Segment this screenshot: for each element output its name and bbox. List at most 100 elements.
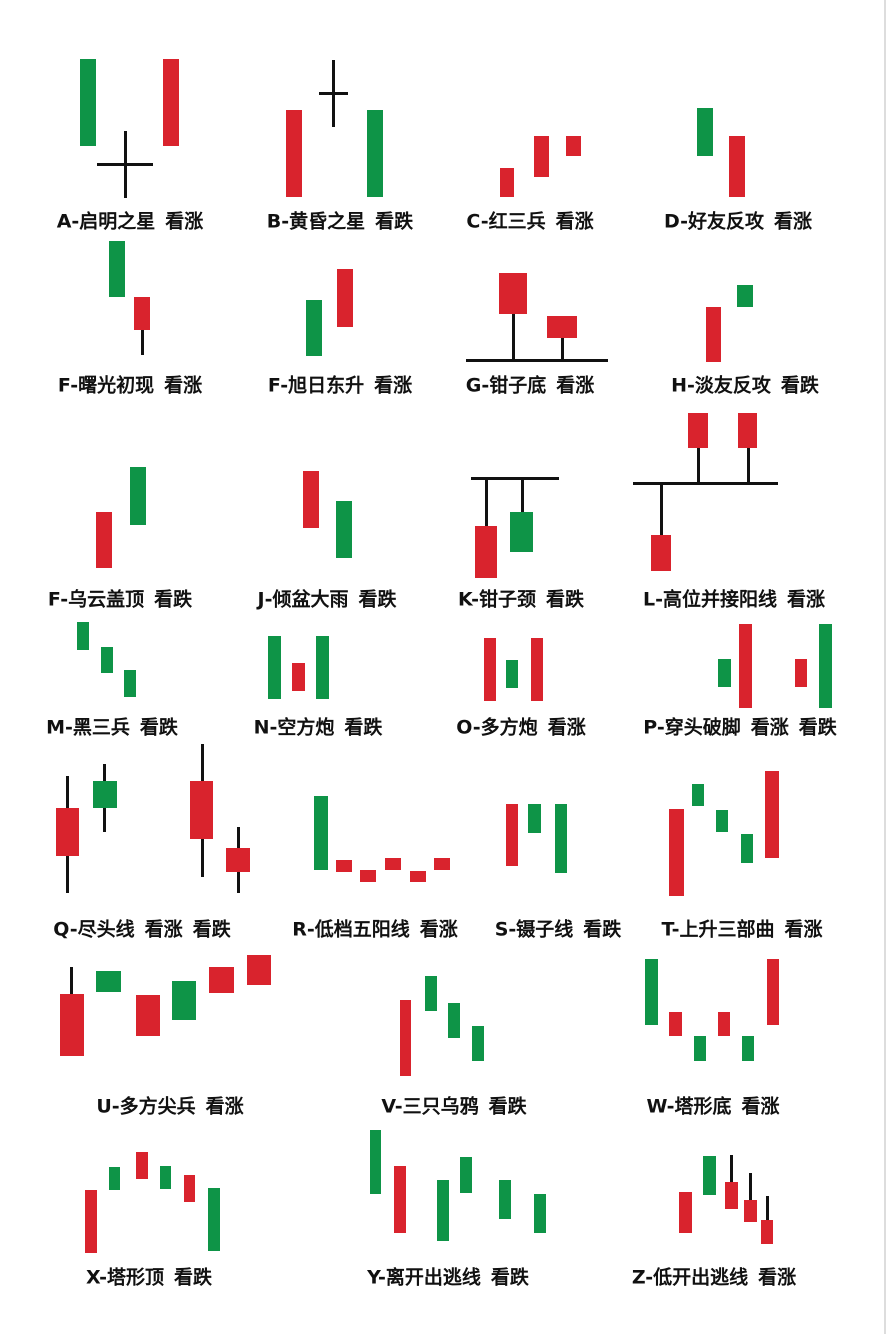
red-candle: [795, 659, 807, 687]
signal-text: 看涨: [774, 210, 813, 233]
pattern-label: J-倾盆大雨 看跌: [258, 585, 397, 612]
pattern-name: Z-低开出逃线: [631, 1266, 749, 1289]
signal-text: 看跌: [490, 1266, 529, 1289]
green-candle: [316, 636, 329, 699]
pattern-name: A-启明之星: [56, 210, 156, 233]
red-candle: [738, 413, 757, 448]
green-candle: [96, 971, 121, 992]
green-candle: [742, 1036, 754, 1061]
pattern-label: A-启明之星 看涨: [57, 207, 204, 234]
green-candle: [268, 636, 281, 699]
pattern-name: F-乌云盖顶: [47, 588, 145, 611]
pattern-name: D-好友反攻: [663, 210, 764, 233]
pattern-name: U-多方尖兵: [96, 1095, 196, 1118]
pattern-label: B-黄昏之星 看跌: [267, 207, 413, 234]
signal-text: 看涨: [547, 716, 586, 739]
green-candle: [703, 1156, 716, 1195]
pattern-label: D-好友反攻 看涨: [664, 207, 812, 234]
green-candle: [472, 1026, 484, 1061]
signal-text: 看跌: [173, 1266, 213, 1289]
red-candle: [303, 471, 319, 528]
red-candle: [725, 1182, 738, 1209]
wick-line: [520, 478, 524, 512]
pattern-label: H-淡友反攻 看跌: [671, 371, 819, 398]
green-candle: [819, 624, 832, 708]
wick-line: [97, 162, 153, 166]
green-candle: [208, 1188, 220, 1251]
red-candle: [765, 771, 779, 858]
signal-text: 看跌: [545, 588, 584, 611]
pattern-name: F-曙光初现: [57, 374, 155, 397]
pattern-label: O-多方炮 看涨: [456, 713, 585, 740]
pattern-label: Z-低开出逃线 看涨: [632, 1263, 796, 1290]
pattern-label: R-低档五阳线 看涨: [292, 915, 458, 942]
pattern-name: X-塔形顶: [85, 1266, 164, 1289]
right-border: [884, 0, 886, 1334]
pattern-label: N-空方炮 看跌: [254, 713, 383, 740]
wick-line: [729, 1155, 733, 1182]
signal-text: 看涨: [205, 1095, 244, 1118]
red-candle: [400, 1000, 411, 1076]
red-candle: [718, 1012, 730, 1036]
red-candle: [286, 110, 302, 197]
green-candle: [370, 1130, 381, 1194]
pattern-name: B-黄昏之星: [266, 210, 366, 233]
pattern-name: J-倾盆大雨: [257, 588, 349, 611]
wick-line: [140, 330, 144, 355]
pattern-label: K-钳子颈 看跌: [458, 585, 584, 612]
signal-text: 看跌: [583, 918, 622, 941]
signal-text: 看涨: [750, 716, 789, 739]
red-candle: [96, 512, 112, 568]
red-candle: [292, 663, 305, 691]
green-candle: [124, 670, 136, 697]
pattern-label: M-黑三兵 看跌: [46, 713, 178, 740]
green-candle: [448, 1003, 460, 1038]
red-candle: [190, 781, 213, 839]
wick-line: [69, 967, 73, 994]
signal-text: 看跌: [154, 588, 193, 611]
pattern-name: P-穿头破脚: [643, 716, 741, 739]
wick-line: [746, 448, 750, 483]
signal-text: 看涨: [374, 374, 413, 397]
red-candle: [547, 316, 577, 338]
green-candle: [336, 501, 352, 558]
red-candle: [60, 994, 84, 1056]
red-candle: [434, 858, 450, 870]
pattern-label: W-塔形底 看涨: [646, 1092, 779, 1119]
pattern-name: N-空方炮: [253, 716, 335, 739]
wick-line: [466, 358, 608, 362]
green-candle: [109, 1167, 120, 1190]
green-candle: [172, 981, 196, 1020]
signal-text: 看涨: [758, 1266, 797, 1289]
pattern-name: T-上升三部曲: [661, 918, 775, 941]
red-candle: [209, 967, 234, 993]
signal-text: 看跌: [139, 716, 178, 739]
green-candle: [737, 285, 753, 307]
wick-line: [696, 448, 700, 483]
wick-line: [560, 338, 564, 360]
signal-text: 看跌: [798, 716, 837, 739]
green-candle: [692, 784, 704, 806]
signal-text: 看跌: [780, 374, 819, 397]
green-candle: [130, 467, 146, 525]
signal-text: 看涨: [556, 374, 595, 397]
red-candle: [669, 1012, 682, 1036]
red-candle: [688, 413, 708, 448]
signal-text: 看涨: [784, 918, 823, 941]
green-candle: [80, 59, 96, 146]
wick-line: [484, 478, 488, 526]
green-candle: [510, 512, 533, 552]
red-candle: [136, 1152, 148, 1179]
pattern-name: G-钳子底: [465, 374, 547, 397]
pattern-name: K-钳子颈: [458, 588, 536, 611]
red-candle: [385, 858, 401, 870]
pattern-label: C-红三兵 看涨: [466, 207, 593, 234]
green-candle: [555, 804, 567, 873]
green-candle: [645, 959, 658, 1025]
signal-text: 看涨: [419, 918, 458, 941]
pattern-name: F-旭日东升: [267, 374, 365, 397]
signal-text: 看涨: [555, 210, 594, 233]
red-candle: [394, 1166, 406, 1233]
signal-text: 看涨: [741, 1095, 780, 1118]
green-candle: [306, 300, 322, 356]
